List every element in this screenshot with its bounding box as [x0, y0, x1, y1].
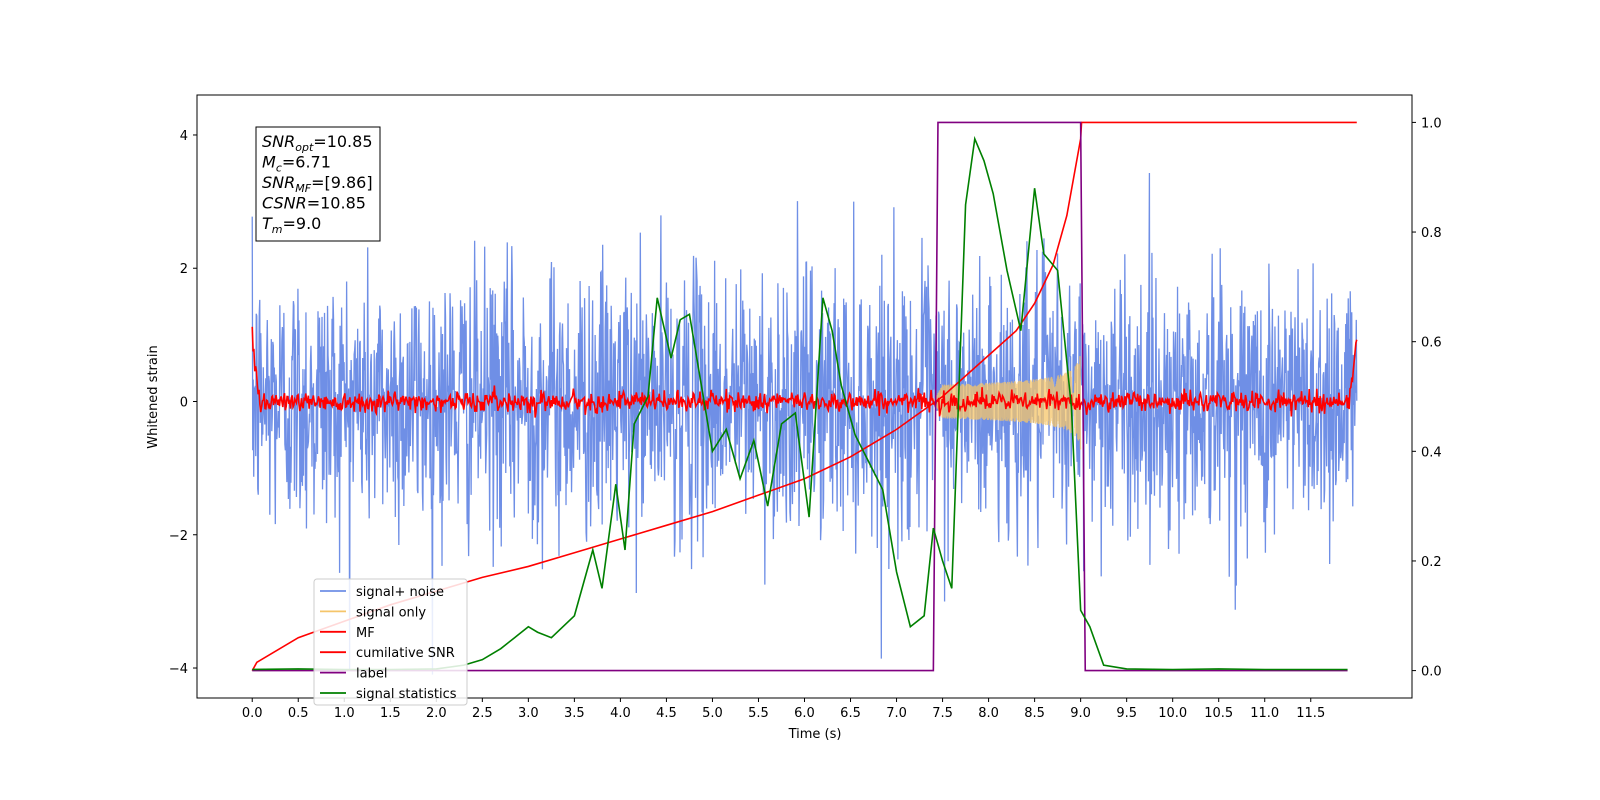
y-right-tick-label: 0.0: [1421, 665, 1442, 680]
x-tick-label: 2.5: [472, 706, 493, 721]
y-right-tick-label: 0.4: [1421, 445, 1442, 460]
x-tick-label: 4.0: [610, 706, 631, 721]
legend-label: MF: [356, 626, 375, 641]
x-tick-label: 10.5: [1204, 706, 1233, 721]
info-line: SNRopt=10.85: [262, 132, 373, 154]
y-right-tick-label: 1.0: [1421, 116, 1442, 131]
y-axis-label: Whitened strain: [146, 345, 161, 448]
x-tick-label: 11.5: [1296, 706, 1325, 721]
y-right-tick-label: 0.8: [1421, 226, 1442, 241]
x-tick-label: 3.0: [518, 706, 539, 721]
y-left-tick-label: 2: [180, 262, 188, 277]
x-tick-label: 7.0: [886, 706, 907, 721]
y-right-tick-label: 0.2: [1421, 555, 1442, 570]
x-tick-label: 6.5: [840, 706, 861, 721]
y-left-tick-label: 4: [180, 129, 188, 144]
y-axis-right: 1.0 0.8 0.6 0.4 0.2 0.0: [1412, 116, 1442, 680]
x-tick-label: 0.5: [288, 706, 309, 721]
legend-label: label: [356, 667, 387, 682]
legend-label: signal only: [356, 605, 426, 620]
legend-label: signal+ noise: [356, 585, 444, 600]
x-tick-label: 4.5: [656, 706, 677, 721]
y-axis-left: 4 2 0 −2 −4: [169, 129, 197, 677]
series-mf: [251, 326, 1358, 418]
x-tick-label: 7.5: [932, 706, 953, 721]
legend-label: cumilative SNR: [356, 646, 455, 661]
info-line: CSNR=10.85: [262, 194, 366, 213]
series-signal-noise: [251, 172, 1358, 675]
legend-label: signal statistics: [356, 687, 457, 702]
x-tick-label: 1.0: [334, 706, 355, 721]
info-line: Tm=9.0: [262, 214, 321, 236]
series-signal-statistics: [252, 135, 1348, 671]
x-tick-label: 10.0: [1158, 706, 1187, 721]
x-tick-label: 9.0: [1070, 706, 1091, 721]
legend: signal+ noise signal only MF cumilative SNR…: [313, 578, 468, 706]
x-tick-label: 5.5: [748, 706, 769, 721]
x-tick-label: 3.5: [564, 706, 585, 721]
x-tick-label: 6.0: [794, 706, 815, 721]
info-line: Mc=6.71: [262, 153, 331, 175]
x-tick-label: 8.0: [978, 706, 999, 721]
series-label: [252, 121, 1348, 672]
info-box: SNRopt=10.85Mc=6.71SNRMF=[9.86]CSNR=10.8…: [255, 126, 381, 242]
x-tick-label: 9.5: [1116, 706, 1137, 721]
x-tick-label: 11.0: [1250, 706, 1279, 721]
y-left-tick-label: −4: [169, 662, 188, 677]
x-tick-label: 0.0: [242, 706, 263, 721]
y-right-tick-label: 0.6: [1421, 336, 1442, 351]
info-box-frame: [255, 126, 381, 242]
x-tick-label: 1.5: [380, 706, 401, 721]
y-left-tick-label: −2: [169, 529, 188, 544]
x-tick-label: 8.5: [1024, 706, 1045, 721]
info-line: SNRMF=[9.86]: [262, 173, 373, 195]
y-left-tick-label: 0: [180, 395, 188, 410]
x-tick-label: 5.0: [702, 706, 723, 721]
legend-frame: [313, 578, 468, 706]
x-axis-label: Time (s): [788, 727, 842, 742]
x-axis: 0.0 0.5 1.0 1.5 2.0 2.5 3.0 3.5 4.0 4.5 5.0 5.5 6.0 6…: [242, 698, 1325, 721]
x-tick-label: 2.0: [426, 706, 447, 721]
